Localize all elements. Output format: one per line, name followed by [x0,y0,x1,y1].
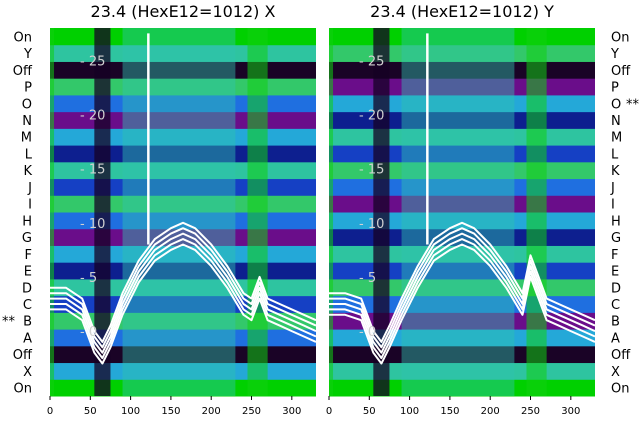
row-label: A [611,331,620,346]
x-tick-label: 150 [440,406,459,417]
row-label: B [23,315,32,330]
row-label: N [22,114,32,129]
row-label: J [610,181,615,196]
overlay-trace-1 [329,243,596,365]
row-label: M [21,131,32,146]
x-tick-label: 250 [521,406,540,417]
y-tick-label: - 25 [359,54,384,69]
row-label: L [611,147,619,162]
overlay-trace-4 [50,227,317,349]
chart-title: 23.4 (HexE12=1012) Y [370,2,554,21]
row-label: Off [611,64,631,79]
row-label: G [611,231,621,246]
row-label: On [611,382,629,397]
row-label: J [27,181,32,196]
row-label: H [611,214,621,229]
row-label: Y [610,47,619,62]
row-label: C [611,298,620,313]
row-label: On [611,30,629,45]
chart-title: 23.4 (HexE12=1012) X [91,2,276,21]
heatmap-central-band [122,28,236,396]
row-label: I [611,198,615,213]
x-tick-label: 50 [84,406,97,417]
x-tick-label: 50 [363,406,376,417]
row-label: M [611,131,622,146]
overlay-trace-2 [329,238,596,360]
overlay-trace-1 [50,243,317,365]
row-label: K [23,164,32,179]
row-label: K [611,164,620,179]
row-label: Off [611,348,631,363]
row-marker: ** [626,97,640,112]
row-label: D [611,281,621,296]
row-label: P [611,81,619,96]
overlay-trace-5 [329,221,596,343]
row-label: E [24,265,32,280]
x-tick-label: 300 [282,406,301,417]
row-label: H [22,214,32,229]
overlay-trace-4 [329,227,596,349]
row-label: A [23,331,32,346]
x-tick-label: 200 [202,406,221,417]
row-label: L [25,147,33,162]
y-tick-label: - 5 [80,271,97,286]
row-label: G [22,231,32,246]
y-tick-label: - 0 [80,325,97,340]
y-tick-label: - 5 [359,271,376,286]
row-label: O [611,97,621,112]
heatmap-bright-band-2 [247,28,268,396]
y-tick-label: - 0 [359,325,376,340]
y-tick-label: - 10 [80,217,105,232]
y-tick-label: - 20 [80,109,105,124]
row-label: I [28,198,32,213]
row-label: On [14,30,32,45]
row-label: Off [13,64,33,79]
row-label: On [14,382,32,397]
row-label: B [611,315,620,330]
heatmap-panel-2: 23.4 (HexE12=1012) Y - 0 - 5 - 10 - 15 - 20 - … [326,2,640,417]
row-label: F [25,248,32,263]
overlay-trace-3 [50,232,317,354]
x-tick-label: 250 [242,406,261,417]
row-label: F [611,248,618,263]
row-label: O [22,97,32,112]
row-label: E [611,265,619,280]
y-tick-label: - 25 [80,54,105,69]
row-label: X [23,365,32,380]
y-tick-label: - 10 [359,217,384,232]
overlay-trace-3 [329,232,596,354]
heatmap-bright-band-1 [50,28,55,396]
y-tick-label: - 20 [359,109,384,124]
heatmap-panel-1: 23.4 (HexE12=1012) X - 0 - 5 - 10 - 15 - 20 - … [2,2,317,417]
row-label: Y [23,47,32,62]
row-label: N [611,114,621,129]
y-tick-label: - 15 [80,163,105,178]
x-tick-label: 300 [561,406,580,417]
x-tick-label: 100 [400,406,419,417]
x-tick-label: 0 [326,406,332,417]
row-label: P [24,81,32,96]
row-label: C [23,298,32,313]
row-marker: ** [2,315,16,330]
heatmap-dark-band [94,28,111,396]
row-label: Off [13,348,33,363]
x-tick-label: 0 [47,406,53,417]
heatmap-dark-band [373,28,390,396]
x-tick-label: 200 [481,406,500,417]
heatmap-central-band [401,28,515,396]
x-tick-label: 100 [121,406,140,417]
heatmap-bright-band-1 [329,28,334,396]
row-label: D [22,281,32,296]
y-tick-label: - 15 [359,163,384,178]
overlay-trace-5 [50,221,317,343]
x-tick-label: 150 [161,406,180,417]
heatmap-bright-band-2 [526,28,547,396]
row-label: X [611,365,620,380]
overlay-trace-2 [50,238,317,360]
